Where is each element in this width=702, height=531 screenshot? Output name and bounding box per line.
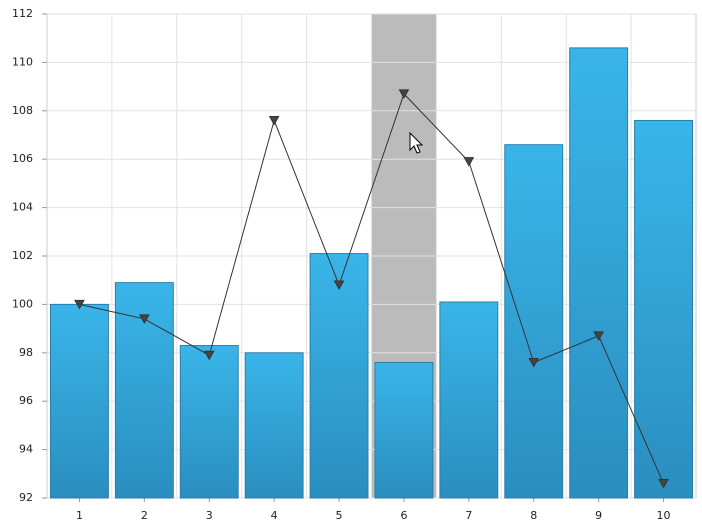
line-marker bbox=[658, 478, 669, 489]
y-tick-label: 98 bbox=[19, 346, 33, 359]
line-marker bbox=[138, 314, 150, 324]
bar bbox=[50, 303, 109, 499]
bar bbox=[374, 361, 434, 499]
y-tick-label: 106 bbox=[12, 152, 33, 165]
line-marker bbox=[593, 331, 605, 341]
y-tick-label: 96 bbox=[19, 394, 33, 407]
bar bbox=[504, 144, 564, 499]
line bbox=[79, 92, 665, 484]
y-tick-label: 94 bbox=[19, 443, 33, 456]
x-tick-label: 10 bbox=[657, 509, 671, 522]
cursor bbox=[409, 131, 424, 154]
bar bbox=[439, 301, 499, 499]
x-tick-label: 5 bbox=[336, 509, 343, 522]
x-tick-label: 8 bbox=[530, 509, 537, 522]
bar bbox=[179, 345, 239, 499]
bar bbox=[569, 47, 629, 499]
x-tick-label: 9 bbox=[595, 509, 602, 522]
line-marker bbox=[398, 89, 410, 99]
line-marker bbox=[333, 280, 345, 291]
line-marker bbox=[74, 299, 85, 310]
y-tick-label: 108 bbox=[12, 104, 33, 117]
y-tick-label: 110 bbox=[12, 55, 33, 68]
bar bbox=[309, 253, 369, 499]
x-tick-label: 2 bbox=[141, 509, 148, 522]
y-tick-label: 92 bbox=[19, 491, 33, 504]
y-tick-label: 104 bbox=[12, 201, 33, 214]
y-tick-label: 102 bbox=[12, 249, 33, 262]
x-tick-label: 4 bbox=[271, 509, 278, 522]
x-tick-label: 6 bbox=[400, 509, 407, 522]
y-tick-label: 100 bbox=[12, 297, 33, 310]
bar bbox=[244, 352, 304, 499]
line-marker bbox=[268, 115, 280, 126]
x-tick-label: 3 bbox=[206, 509, 213, 522]
line-marker bbox=[463, 157, 475, 167]
x-tick-label: 1 bbox=[76, 509, 83, 522]
y-tick-label: 112 bbox=[12, 7, 33, 20]
bar bbox=[634, 119, 693, 499]
x-tick-label: 7 bbox=[465, 509, 472, 522]
line-marker bbox=[528, 357, 540, 368]
line-marker bbox=[203, 350, 215, 361]
